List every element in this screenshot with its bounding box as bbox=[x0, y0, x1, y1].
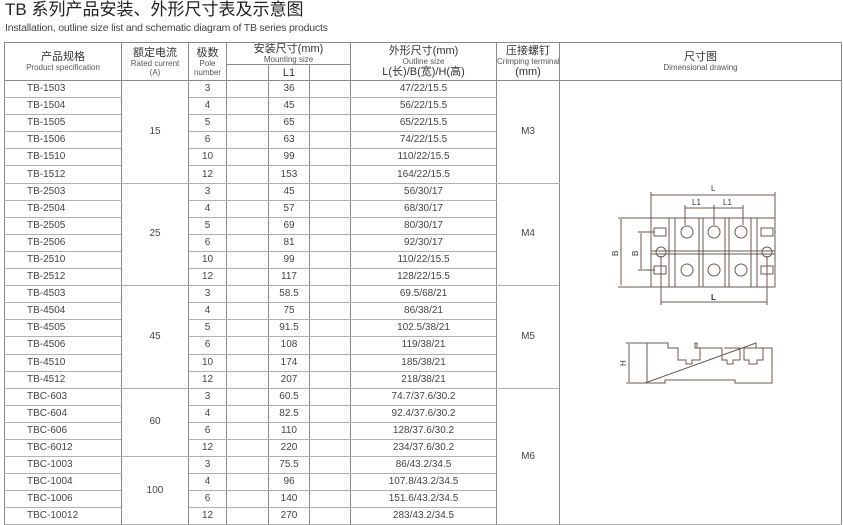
header-crimp: 压接螺钉 Crimping terminal (mm) bbox=[496, 42, 561, 81]
crimping-terminal: M5 bbox=[496, 285, 561, 389]
table-row: TB-2504 4 57 68/30/17 bbox=[4, 199, 842, 218]
table-row: TB-2512 12 117 128/22/15.5 bbox=[4, 268, 842, 287]
mount-blank bbox=[308, 387, 352, 406]
outline-size: 86/38/21 bbox=[350, 302, 498, 321]
mount-blank bbox=[308, 456, 352, 475]
header-outline: 外形尺寸(mm) Outline size L(长)/B(宽)/H(高) bbox=[350, 42, 498, 81]
side-view bbox=[626, 342, 773, 384]
product-spec: TBC-1004 bbox=[4, 473, 122, 492]
table-row: TB-4503 45 3 58.5 69.5/68/21 M5 bbox=[4, 285, 842, 389]
table-row: TBC-606 6 110 128/37.6/30.2 bbox=[4, 421, 842, 440]
outline-size: 128/37.6/30.2 bbox=[350, 421, 498, 440]
rated-current: 60 bbox=[121, 387, 189, 458]
crimping-terminal: M4 bbox=[496, 182, 561, 287]
product-spec: TB-4504 bbox=[4, 302, 122, 321]
header-l1: L1 bbox=[268, 64, 310, 81]
mount-blank bbox=[308, 404, 352, 423]
label-L: L bbox=[711, 184, 716, 193]
table-row: TB-2510 10 99 110/22/15.5 bbox=[4, 250, 842, 270]
mount-blank bbox=[308, 421, 352, 440]
mount-blank bbox=[308, 507, 352, 525]
pole-number: 12 bbox=[188, 268, 227, 287]
mount-blank bbox=[308, 285, 352, 304]
table-row: TBC-1004 4 96 107.8/43.2/34.5 bbox=[4, 473, 842, 492]
outline-size: 107.8/43.2/34.5 bbox=[350, 473, 498, 492]
mounting-l1: 58.5 bbox=[268, 285, 310, 304]
rated-current: 15 bbox=[121, 80, 189, 184]
mounting-l1: 110 bbox=[268, 421, 310, 440]
product-spec: TBC-606 bbox=[4, 421, 122, 440]
pole-number: 12 bbox=[188, 507, 227, 525]
mount-blank bbox=[308, 302, 352, 321]
header-pole: 极数 Pole number bbox=[188, 42, 227, 81]
outline-size: 185/38/21 bbox=[350, 353, 498, 372]
mount-blank bbox=[308, 336, 352, 355]
page-subtitle: Installation, outline size list and sche… bbox=[5, 22, 328, 34]
mount-blank bbox=[308, 438, 352, 458]
table-row: TB-2503 25 3 45 56/30/17 M4 bbox=[4, 182, 842, 287]
pole-number: 4 bbox=[188, 302, 227, 321]
label-B-inner: B bbox=[631, 251, 640, 256]
header-drawing: 尺寸图 Dimensional drawing bbox=[559, 42, 843, 81]
product-spec: TBC-10012 bbox=[4, 507, 122, 525]
size-table: 产品规格 Product specification 额定电流 Rated curr… bbox=[4, 42, 843, 525]
product-spec: TB-4506 bbox=[4, 336, 122, 355]
product-spec: TBC-604 bbox=[4, 404, 122, 423]
mount-blank bbox=[226, 507, 269, 525]
outline-size: 102.5/38/21 bbox=[350, 319, 498, 338]
product-spec: TBC-603 bbox=[4, 387, 122, 406]
mount-blank bbox=[308, 268, 352, 287]
outline-size: 128/22/15.5 bbox=[350, 268, 498, 287]
table-row: TBC-603 60 3 60.5 74.7/37.6/30.2 M6 bbox=[4, 387, 842, 525]
mounting-l1: 91.5 bbox=[268, 319, 310, 338]
product-spec: TB-4503 bbox=[4, 285, 122, 304]
table-row: TB-4506 6 108 119/38/21 bbox=[4, 336, 842, 355]
mounting-l1: 270 bbox=[268, 507, 310, 525]
mounting-l1: 82.5 bbox=[268, 404, 310, 423]
table-row: TB-4505 5 91.5 102.5/38/21 bbox=[4, 319, 842, 338]
outline-size: 74.7/37.6/30.2 bbox=[350, 387, 498, 406]
table-row: TB-4512 12 207 218/38/21 bbox=[4, 370, 842, 389]
label-L1: L1 bbox=[692, 198, 701, 207]
table-row: TBC-604 4 82.5 92.4/37.6/30.2 bbox=[4, 404, 842, 423]
table-row: TB-1510 10 99 110/22/15.5 bbox=[4, 148, 842, 167]
product-spec: TB-4512 bbox=[4, 370, 122, 389]
mounting-l1: 174 bbox=[268, 353, 310, 372]
outline-size: 92.4/37.6/30.2 bbox=[350, 404, 498, 423]
outline-size: 283/43.2/34.5 bbox=[350, 507, 498, 525]
product-spec: TB-4505 bbox=[4, 319, 122, 338]
outline-size: 234/37.6/30.2 bbox=[350, 438, 498, 458]
product-spec: TBC-6012 bbox=[4, 438, 122, 458]
label-B: B bbox=[611, 251, 620, 256]
label-L1-2: L1 bbox=[723, 198, 732, 207]
mount-blank bbox=[308, 370, 352, 389]
screw-icon bbox=[655, 225, 773, 277]
dimensional-drawing: L L1 L1 B B L H bbox=[611, 184, 776, 384]
pole-number: 12 bbox=[188, 370, 227, 389]
mounting-l1: 108 bbox=[268, 336, 310, 355]
table-row: TB-1506 6 63 74/22/15.5 bbox=[4, 131, 842, 150]
page-title: TB 系列产品安装、外形尺寸表及示意图 bbox=[5, 0, 304, 19]
rated-current: 25 bbox=[121, 182, 189, 287]
product-spec: TB-4510 bbox=[4, 353, 122, 372]
top-view bbox=[618, 192, 776, 305]
outline-size: 119/38/21 bbox=[350, 336, 498, 355]
product-spec: TB-2512 bbox=[4, 268, 122, 287]
product-spec: TBC-1003 bbox=[4, 456, 122, 475]
table-row: TBC-6012 12 220 234/37.6/30.2 bbox=[4, 438, 842, 458]
product-spec: TB-2510 bbox=[4, 250, 122, 270]
table-row: TB-4504 4 75 86/38/21 bbox=[4, 302, 842, 321]
mount-blank bbox=[308, 353, 352, 372]
outline-size: 86/43.2/34.5 bbox=[350, 456, 498, 475]
outline-size: 110/22/15.5 bbox=[350, 250, 498, 270]
mount-blank bbox=[308, 319, 352, 338]
header-spec: 产品规格 Product specification bbox=[4, 42, 122, 81]
label-H: H bbox=[619, 360, 628, 366]
mount-blank bbox=[308, 250, 352, 270]
outline-size: 218/38/21 bbox=[350, 370, 498, 389]
table-row: TB-4510 10 174 185/38/21 bbox=[4, 353, 842, 372]
label-L-bottom: L bbox=[711, 293, 716, 302]
mount-blank bbox=[308, 473, 352, 492]
